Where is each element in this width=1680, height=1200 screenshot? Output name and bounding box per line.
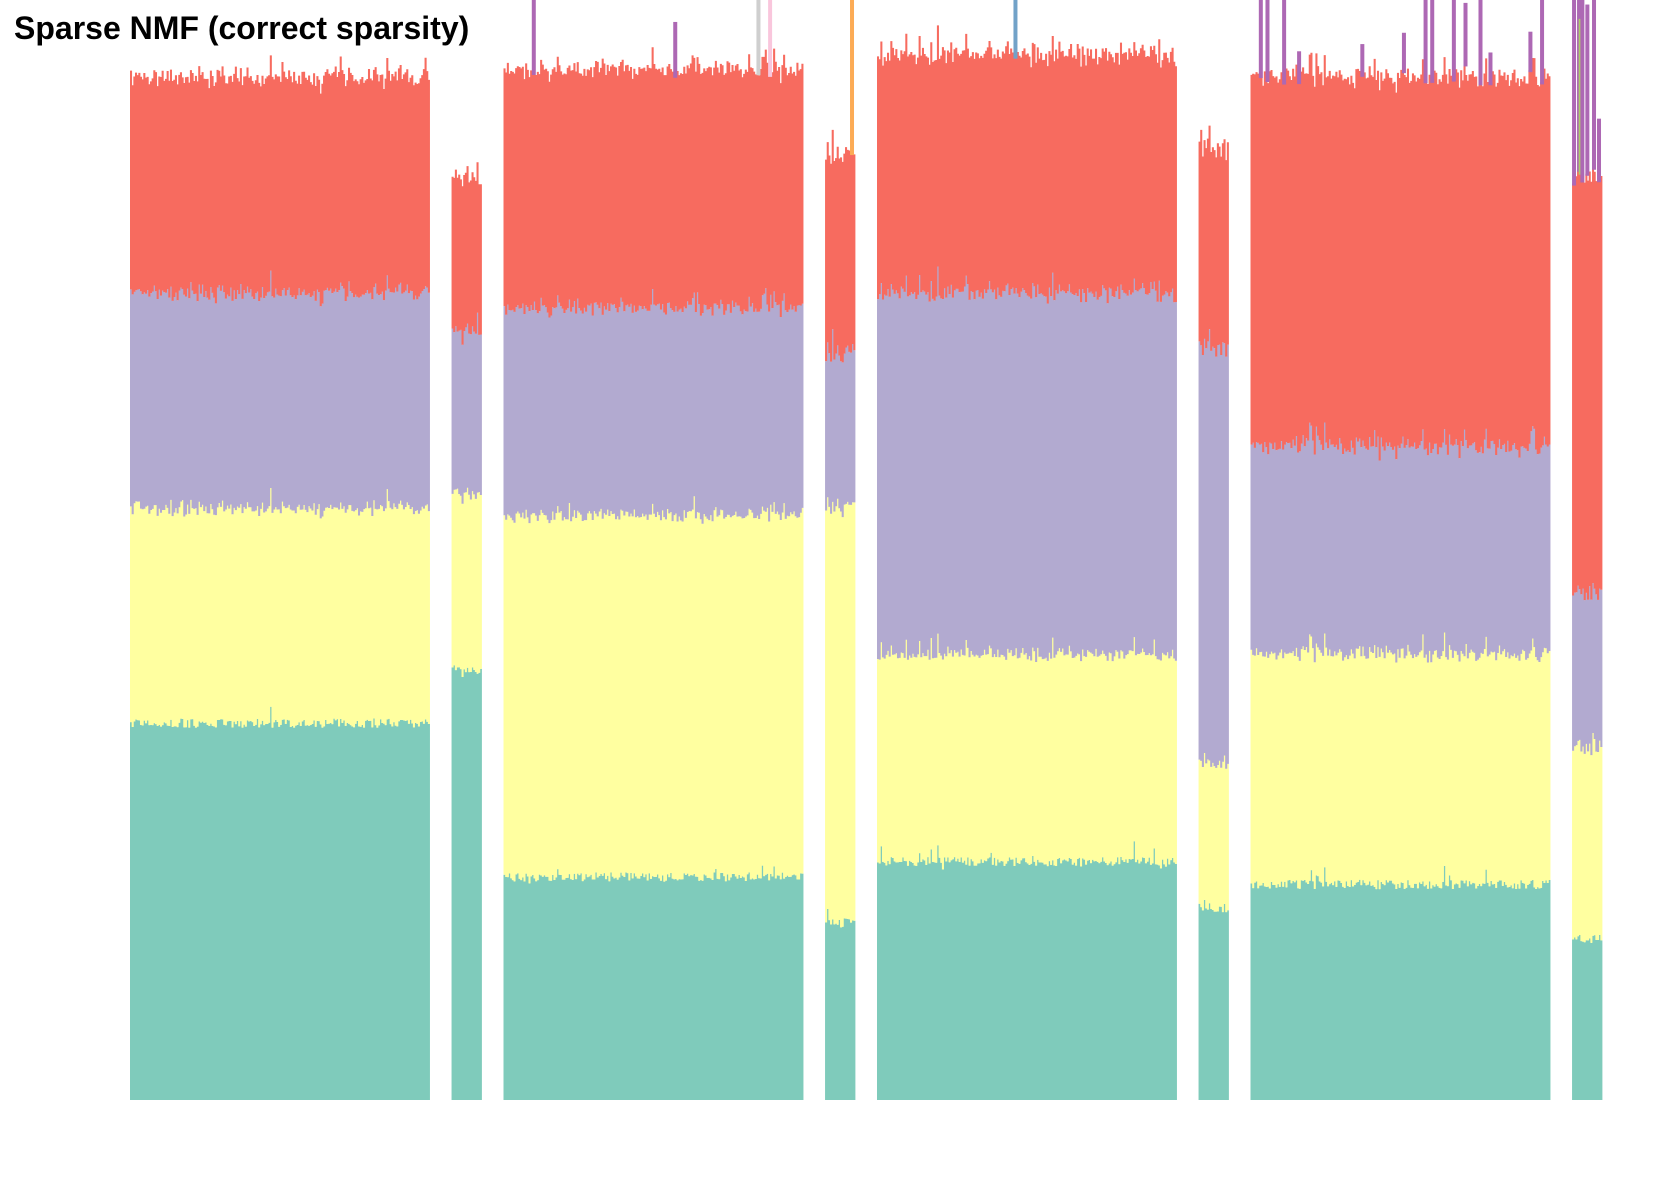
spike-purple-group-3-0 xyxy=(531,0,536,75)
layer-yellow-group-1 xyxy=(130,487,430,728)
layer-teal-group-2 xyxy=(451,665,482,1100)
bar-group-7 xyxy=(1250,0,1551,1100)
layer-yellow-group-2 xyxy=(451,487,482,678)
spike-pink-group-3-3 xyxy=(768,0,773,77)
bar-group-2 xyxy=(451,162,482,1100)
spike-purple-group-7-10 xyxy=(1478,0,1483,86)
spike-orange-group-4-0 xyxy=(850,0,855,156)
spike-purple-group-7-5 xyxy=(1401,32,1406,74)
spike-blue-group-5-0 xyxy=(1013,0,1018,59)
layer-yellow-group-6 xyxy=(1198,753,1229,913)
spike-purple-group-8-3 xyxy=(1580,0,1585,183)
layer-teal-group-3 xyxy=(503,865,804,1100)
spike-purple-group-7-3 xyxy=(1297,51,1302,85)
layer-lavender-group-1 xyxy=(130,270,430,519)
spike-purple-group-7-1 xyxy=(1265,0,1270,82)
layer-salmon-group-8 xyxy=(1572,167,1603,601)
layer-yellow-group-3 xyxy=(503,496,804,884)
spike-grey-group-3-2 xyxy=(756,0,761,76)
spike-purple-group-7-11 xyxy=(1488,52,1493,86)
bar-group-8 xyxy=(1572,0,1603,1100)
layer-lavender-group-8 xyxy=(1572,583,1603,756)
layer-salmon-group-1 xyxy=(130,55,430,307)
layer-teal-group-5 xyxy=(877,841,1177,1100)
layer-teal-group-8 xyxy=(1572,934,1603,1100)
bar-group-6 xyxy=(1198,125,1229,1100)
plot-area xyxy=(130,0,1603,1100)
layer-teal-group-7 xyxy=(1250,865,1551,1100)
layer-lavender-group-6 xyxy=(1198,329,1229,769)
bar-group-4 xyxy=(825,0,856,1100)
spike-purple-group-8-6 xyxy=(1597,118,1602,183)
bar-group-5 xyxy=(877,0,1177,1100)
layer-salmon-group-4 xyxy=(825,129,856,363)
spike-purple-group-8-0 xyxy=(1572,0,1577,186)
spike-purple-group-8-5 xyxy=(1592,0,1597,170)
layer-salmon-group-3 xyxy=(503,47,804,318)
spike-purple-group-7-7 xyxy=(1430,0,1435,83)
layer-yellow-group-7 xyxy=(1250,632,1551,890)
layer-yellow-group-8 xyxy=(1572,732,1603,943)
layer-salmon-group-2 xyxy=(451,162,482,345)
layer-lavender-group-2 xyxy=(451,312,482,504)
spike-purple-group-7-2 xyxy=(1282,0,1287,85)
spike-purple-group-7-13 xyxy=(1540,0,1545,85)
bar-group-3 xyxy=(503,0,804,1100)
spike-purple-group-7-4 xyxy=(1360,44,1365,77)
spike-purple-group-7-8 xyxy=(1451,0,1456,82)
spike-purple-group-7-12 xyxy=(1528,31,1533,73)
layer-teal-group-4 xyxy=(825,909,856,1100)
layer-lavender-group-7 xyxy=(1250,422,1551,663)
layer-salmon-group-5 xyxy=(877,25,1177,304)
layer-lavender-group-4 xyxy=(825,329,856,518)
layer-teal-group-1 xyxy=(130,706,430,1100)
spike-purple-group-7-0 xyxy=(1258,0,1263,79)
spike-purple-group-3-1 xyxy=(673,21,678,78)
layer-teal-group-6 xyxy=(1198,899,1229,1100)
spike-purple-group-7-9 xyxy=(1463,2,1468,67)
layer-yellow-group-4 xyxy=(825,497,856,928)
chart-title: Sparse NMF (correct sparsity) xyxy=(14,10,470,46)
layer-salmon-group-7 xyxy=(1250,52,1551,461)
layer-lavender-group-3 xyxy=(503,288,804,524)
spike-purple-group-7-6 xyxy=(1423,0,1428,84)
spike-purple-group-8-4 xyxy=(1585,4,1590,176)
bar-group-1 xyxy=(130,55,430,1100)
layer-salmon-group-6 xyxy=(1198,125,1229,357)
layer-yellow-group-5 xyxy=(877,633,1177,870)
layer-lavender-group-5 xyxy=(877,266,1177,663)
